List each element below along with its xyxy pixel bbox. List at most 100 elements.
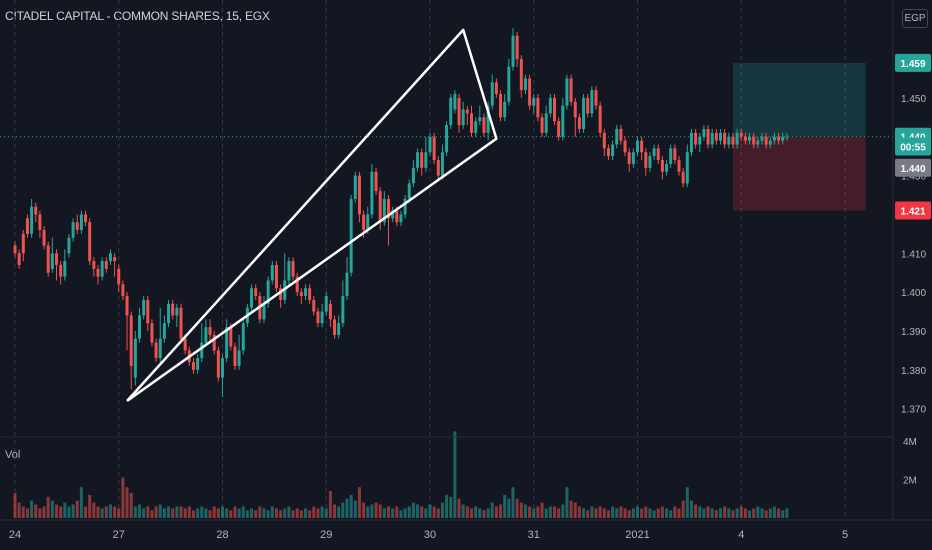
price-badge (895, 53, 931, 72)
volume-bar (287, 506, 291, 518)
volume-bar (382, 508, 386, 518)
volume-bar (436, 508, 440, 518)
volume-bar (154, 506, 158, 518)
volume-bar (59, 506, 63, 518)
volume-bar (478, 508, 482, 518)
triangle-pattern (126, 28, 498, 402)
volume-bar (748, 510, 752, 518)
candle-body (92, 261, 96, 269)
volume-bar (503, 494, 507, 518)
candle-body (706, 128, 710, 145)
volume-bar (121, 477, 125, 518)
candle-body (75, 222, 79, 230)
candle-body (67, 237, 71, 254)
candle-body (752, 136, 756, 145)
candle-body (399, 214, 403, 223)
candle-body (216, 350, 220, 378)
volume-bar (146, 506, 150, 518)
candle-body (382, 198, 386, 223)
volume-bar (183, 508, 187, 518)
volume-bar (241, 506, 245, 518)
candle-body (341, 296, 345, 324)
volume-bar (586, 510, 590, 518)
currency-badge[interactable]: EGP (902, 9, 928, 28)
candle-body (681, 171, 685, 184)
volume-bar (353, 500, 357, 518)
volume-bar (698, 506, 702, 518)
volume-bar (167, 506, 171, 518)
volume-bar (333, 504, 337, 518)
volume-bar (391, 508, 395, 518)
volume-bar (245, 510, 249, 518)
volume-bar (362, 502, 366, 518)
volume-bar (486, 508, 490, 518)
candle-body (295, 276, 299, 293)
volume-bar (216, 508, 220, 518)
volume-bar (187, 506, 191, 518)
loss-zone (732, 136, 866, 211)
candle-body (150, 323, 154, 343)
volume-bar (30, 500, 34, 518)
candle-body (266, 280, 270, 304)
candle-body (59, 264, 63, 277)
candle-body (577, 117, 581, 129)
volume-bar (482, 510, 486, 518)
volume-bar (204, 508, 208, 518)
candle-body (21, 233, 25, 254)
candle-body (167, 303, 171, 324)
price-tick-label: 1.370 (901, 405, 926, 416)
candle-body (743, 136, 747, 141)
candle-body (17, 253, 21, 265)
candle-body (117, 268, 121, 285)
candle-body (162, 323, 166, 339)
candle-body (665, 163, 669, 172)
volume-bar (212, 506, 216, 518)
volume-bar (378, 504, 382, 518)
candle-body (685, 152, 689, 184)
candle-body (108, 253, 112, 262)
candle-body (760, 136, 764, 141)
volume-bar (328, 491, 332, 518)
volume-bar (42, 506, 46, 518)
volume-bar (652, 510, 656, 518)
candle-body (299, 292, 303, 297)
candle-body (316, 311, 320, 324)
volume-bar (237, 508, 241, 518)
candle-body (586, 97, 590, 114)
candle-body (623, 140, 627, 153)
candle-body (55, 253, 58, 265)
volume-bar (341, 502, 345, 518)
volume-bar (274, 508, 278, 518)
candle-body (478, 117, 482, 122)
volume-bar (46, 496, 50, 518)
volume-bar (117, 508, 121, 518)
volume-bar (764, 510, 768, 518)
volume-bar (34, 504, 38, 518)
volume-bar (752, 508, 756, 518)
volume-bar (221, 506, 224, 518)
volume-bar (577, 506, 581, 518)
volume-bar (100, 508, 104, 518)
volume-bar (739, 506, 743, 518)
candle-body (702, 128, 706, 137)
time-tick-label: 30 (424, 529, 436, 541)
volume-bar (79, 487, 83, 518)
volume-bar (602, 508, 606, 518)
volume-bar (702, 508, 706, 518)
price-tick-label: 1.400 (901, 288, 926, 299)
volume-bar (171, 508, 175, 518)
volume-bar (772, 506, 776, 518)
candle-body (183, 338, 187, 351)
candle-body (225, 327, 229, 359)
volume-bar (304, 508, 307, 518)
volume-bar (387, 506, 390, 518)
candle-body (308, 288, 312, 300)
volume-series (13, 431, 789, 518)
candle-body (689, 132, 693, 153)
volume-bar (395, 506, 399, 518)
volume-bar (694, 504, 698, 518)
candle-body (768, 140, 772, 145)
candle-body (532, 97, 536, 106)
candle-body (669, 148, 673, 164)
